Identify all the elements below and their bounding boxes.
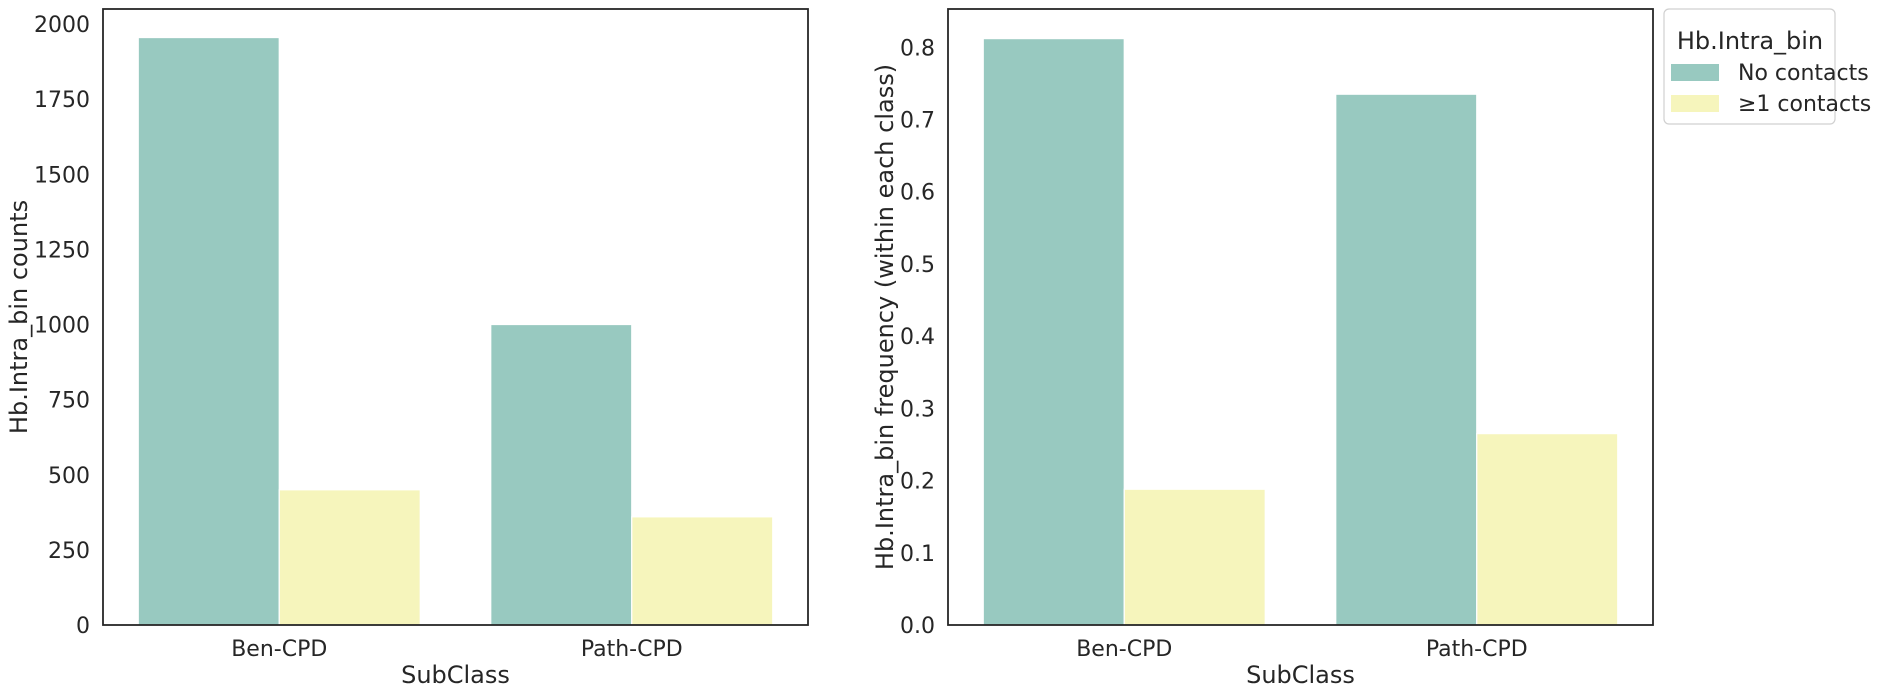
y-tick-label: 0.6 xyxy=(900,181,935,206)
counts-chart: 0 250 500 750 1000 1250 1500 1750 2000 Ben-CPD Pat… xyxy=(5,8,809,689)
y-tick-label: 0.5 xyxy=(900,253,935,278)
y-tick-label: 0.4 xyxy=(900,325,935,350)
y-tick-label: 1500 xyxy=(34,163,90,188)
bar-path-cpd-ge1-contacts xyxy=(631,516,774,626)
y-tick-label: 1750 xyxy=(34,88,90,113)
legend-swatch-ge1-contacts xyxy=(1671,95,1719,112)
y-tick-label: 0.2 xyxy=(900,470,935,495)
y-tick-label: 0.3 xyxy=(900,397,935,422)
y-tick-label: 500 xyxy=(48,464,90,489)
axes-frame xyxy=(947,8,1654,626)
legend-swatch-no-contacts xyxy=(1671,64,1719,81)
y-tick-label: 1250 xyxy=(34,238,90,263)
bar-path-cpd-ge1-contacts xyxy=(1476,433,1619,626)
bar-ben-cpd-no-contacts xyxy=(137,36,280,626)
legend-entry-no-contacts: No contacts xyxy=(1738,61,1869,86)
bar-ben-cpd-no-contacts xyxy=(982,38,1125,626)
y-axis-label: Hb.Intra_bin frequency (within each clas… xyxy=(871,64,899,570)
legend: Hb.Intra_bin No contacts ≥1 contacts xyxy=(1663,8,1871,125)
y-tick-label: 2000 xyxy=(34,13,90,38)
y-tick-label: 0.1 xyxy=(900,542,935,567)
y-tick-label: 1000 xyxy=(34,314,90,339)
y-tick-label: 0.8 xyxy=(900,36,935,61)
y-tick-label: 0.0 xyxy=(900,614,935,639)
x-tick-label-path-cpd: Path-CPD xyxy=(581,637,683,662)
bar-ben-cpd-ge1-contacts xyxy=(1123,488,1266,626)
y-tick-label: 250 xyxy=(48,539,90,564)
legend-title: Hb.Intra_bin xyxy=(1677,27,1823,55)
legend-entry-ge1-contacts: ≥1 contacts xyxy=(1738,92,1871,117)
x-axis-label: SubClass xyxy=(1246,661,1355,689)
x-tick-label-ben-cpd: Ben-CPD xyxy=(231,637,327,662)
bar-path-cpd-no-contacts xyxy=(1335,93,1478,626)
axes-frame xyxy=(102,8,809,626)
bar-ben-cpd-ge1-contacts xyxy=(278,489,421,626)
y-axis-label: Hb.Intra_bin counts xyxy=(5,200,33,434)
bar-path-cpd-no-contacts xyxy=(490,323,633,626)
x-axis-label: SubClass xyxy=(401,661,510,689)
x-tick-label-ben-cpd: Ben-CPD xyxy=(1076,637,1172,662)
y-tick-label: 0.7 xyxy=(900,108,935,133)
y-tick-label: 0 xyxy=(76,614,90,639)
frequency-chart: 0.0 0.1 0.2 0.3 0.4 0.5 0.6 0.7 0.8 Ben-CPD Path-C… xyxy=(871,8,1654,689)
y-tick-label: 750 xyxy=(48,389,90,414)
x-tick-label-path-cpd: Path-CPD xyxy=(1426,637,1528,662)
